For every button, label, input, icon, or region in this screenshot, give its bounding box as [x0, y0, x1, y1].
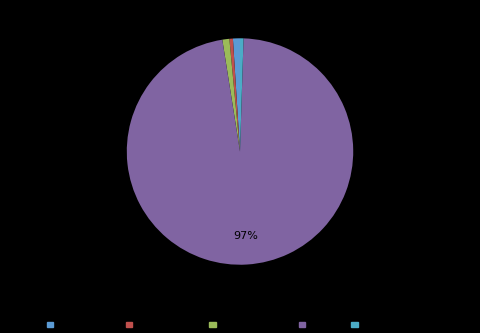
Text: 97%: 97% — [233, 231, 258, 241]
Wedge shape — [222, 39, 240, 152]
Legend: Wages & Salaries, Employee Benefits, Operating Expenses, Safety Net, Grants & Su: Wages & Salaries, Employee Benefits, Ope… — [47, 320, 433, 329]
Wedge shape — [233, 38, 240, 152]
Wedge shape — [229, 39, 240, 152]
Wedge shape — [240, 38, 243, 152]
Wedge shape — [127, 38, 353, 265]
